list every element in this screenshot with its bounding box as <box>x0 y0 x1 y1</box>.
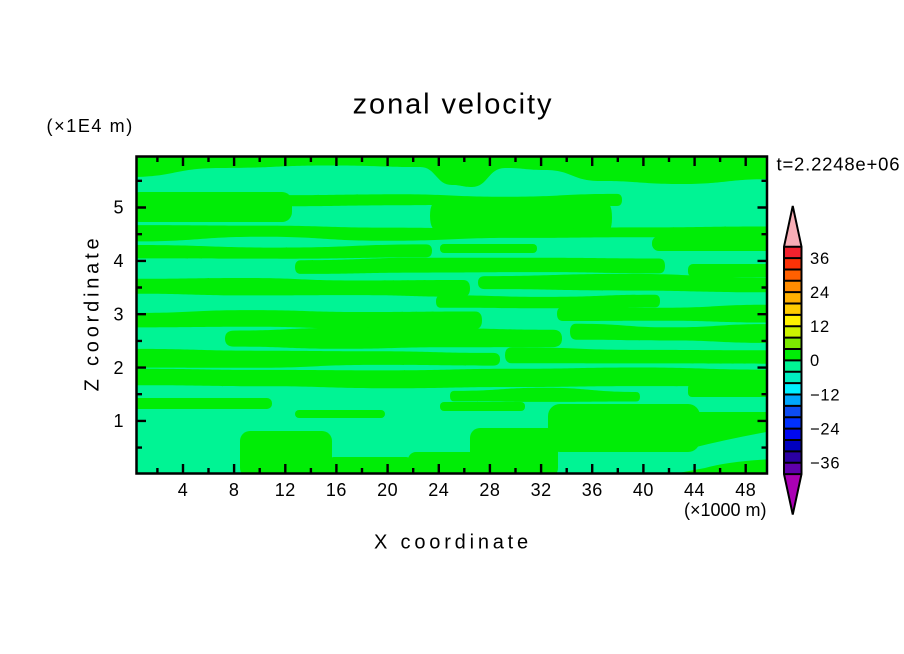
svg-text:−24: −24 <box>810 420 840 438</box>
svg-text:−12: −12 <box>810 386 840 404</box>
svg-text:1: 1 <box>113 411 123 431</box>
svg-text:2: 2 <box>113 358 123 378</box>
svg-text:12: 12 <box>810 318 830 336</box>
svg-text:Z coordinate: Z coordinate <box>82 235 104 392</box>
svg-text:36: 36 <box>582 480 603 500</box>
svg-text:40: 40 <box>633 480 654 500</box>
svg-text:4: 4 <box>178 480 189 500</box>
svg-text:36: 36 <box>810 250 830 268</box>
svg-text:−36: −36 <box>810 455 840 473</box>
svg-text:(×1E4 m): (×1E4 m) <box>47 116 134 136</box>
svg-text:3: 3 <box>113 304 123 324</box>
svg-text:X coordinate: X coordinate <box>374 532 532 554</box>
svg-text:16: 16 <box>326 480 347 500</box>
svg-text:20: 20 <box>377 480 398 500</box>
svg-text:zonal velocity: zonal velocity <box>353 89 554 121</box>
svg-text:5: 5 <box>113 198 123 218</box>
svg-text:0: 0 <box>810 352 820 370</box>
svg-text:32: 32 <box>531 480 552 500</box>
svg-text:24: 24 <box>428 480 449 500</box>
svg-text:(×1000 m): (×1000 m) <box>684 500 767 520</box>
svg-text:24: 24 <box>810 284 830 302</box>
svg-text:8: 8 <box>229 480 240 500</box>
svg-text:t=2.2248e+06: t=2.2248e+06 <box>777 154 901 175</box>
svg-text:12: 12 <box>275 480 296 500</box>
svg-text:44: 44 <box>684 480 705 500</box>
svg-text:28: 28 <box>479 480 500 500</box>
svg-text:4: 4 <box>113 251 123 271</box>
svg-text:48: 48 <box>735 480 756 500</box>
